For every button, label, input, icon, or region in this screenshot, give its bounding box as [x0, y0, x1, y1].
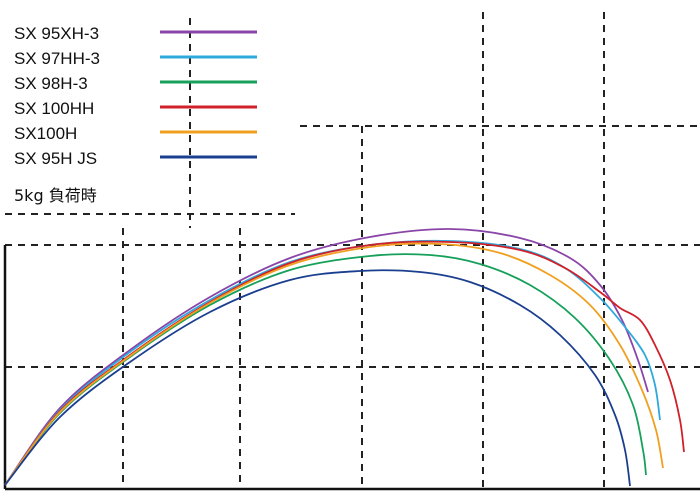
legend-label-0: SX 95XH-3: [14, 24, 99, 43]
series-line-5: [4, 269, 631, 487]
series-line-3: [4, 240, 685, 486]
legend-label-2: SX 98H-3: [14, 74, 88, 93]
legend-label-1: SX 97HH-3: [14, 49, 100, 68]
legend-label-4: SX100H: [14, 124, 77, 143]
legend: SX 95XH-3 SX 97HH-3 SX 98H-3 SX 100HH SX100H…: [14, 24, 257, 168]
series-line-4: [4, 242, 664, 486]
load-note: 5kg 負荷時: [14, 186, 97, 205]
series-line-1: [4, 239, 661, 486]
series-line-2: [4, 253, 647, 486]
series-curves: [4, 228, 685, 487]
axes: [3, 245, 700, 491]
legend-label-3: SX 100HH: [14, 99, 94, 118]
grid-lines: [5, 12, 700, 490]
series-line-0: [4, 228, 649, 486]
legend-label-5: SX 95H JS: [14, 149, 97, 168]
